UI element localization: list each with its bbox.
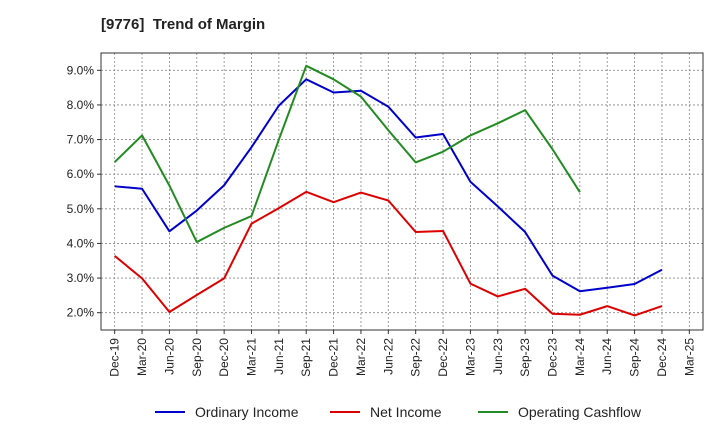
legend-label: Net Income — [370, 404, 442, 420]
x-tick-label: Mar-22 — [354, 338, 368, 376]
x-tick-label: Sep-22 — [409, 338, 423, 377]
x-tick-label: Sep-20 — [190, 338, 204, 377]
x-tick-label: Mar-20 — [135, 338, 149, 376]
series-line-operating-cashflow — [113, 64, 581, 244]
x-tick-label: Mar-23 — [463, 338, 477, 376]
legend-item: Net Income — [330, 404, 442, 420]
y-tick-label: 9.0% — [67, 63, 95, 77]
series-line-ordinary-income — [114, 78, 663, 293]
x-tick-label: Dec-19 — [108, 338, 122, 377]
plot-frame — [100, 52, 704, 331]
x-tick-label: Dec-22 — [436, 338, 450, 377]
y-tick-label: 6.0% — [67, 167, 95, 181]
y-tick-label: 7.0% — [67, 133, 95, 147]
plot-area — [101, 53, 703, 330]
legend-swatch — [478, 411, 508, 413]
x-tick-label: Mar-21 — [245, 338, 259, 376]
x-tick-label: Jun-24 — [600, 338, 614, 375]
series-line-net-income — [114, 190, 663, 317]
x-tick-label: Jun-21 — [272, 338, 286, 375]
legend-swatch — [155, 411, 185, 413]
y-tick-label: 5.0% — [67, 202, 95, 216]
x-tick-label: Sep-23 — [518, 338, 532, 377]
x-tick-label: Jun-23 — [491, 338, 505, 375]
x-tick-label: Jun-22 — [381, 338, 395, 375]
legend-label: Ordinary Income — [195, 404, 299, 420]
legend-swatch — [330, 411, 360, 413]
x-tick-label: Dec-20 — [217, 338, 231, 377]
y-tick-label: 4.0% — [67, 236, 95, 250]
x-tick-label: Sep-21 — [299, 338, 313, 377]
x-tick-label: Mar-24 — [573, 338, 587, 376]
chart-legend: Ordinary Income Net Income Operating Cashf… — [0, 404, 720, 426]
legend-item: Operating Cashflow — [478, 404, 641, 420]
chart-title: [9776] Trend of Margin — [101, 16, 266, 33]
x-tick-label: Dec-21 — [327, 338, 341, 377]
x-tick-label: Sep-24 — [628, 338, 642, 377]
legend-label: Operating Cashflow — [518, 404, 641, 420]
y-tick-label: 2.0% — [67, 306, 95, 320]
x-tick-label: Mar-25 — [682, 338, 696, 376]
y-tick-label: 3.0% — [67, 271, 95, 285]
x-tick-label: Jun-20 — [162, 338, 176, 375]
x-tick-label: Dec-23 — [546, 338, 560, 377]
x-tick-label: Dec-24 — [655, 338, 669, 377]
y-tick-label: 8.0% — [67, 98, 95, 112]
legend-item: Ordinary Income — [155, 404, 298, 420]
